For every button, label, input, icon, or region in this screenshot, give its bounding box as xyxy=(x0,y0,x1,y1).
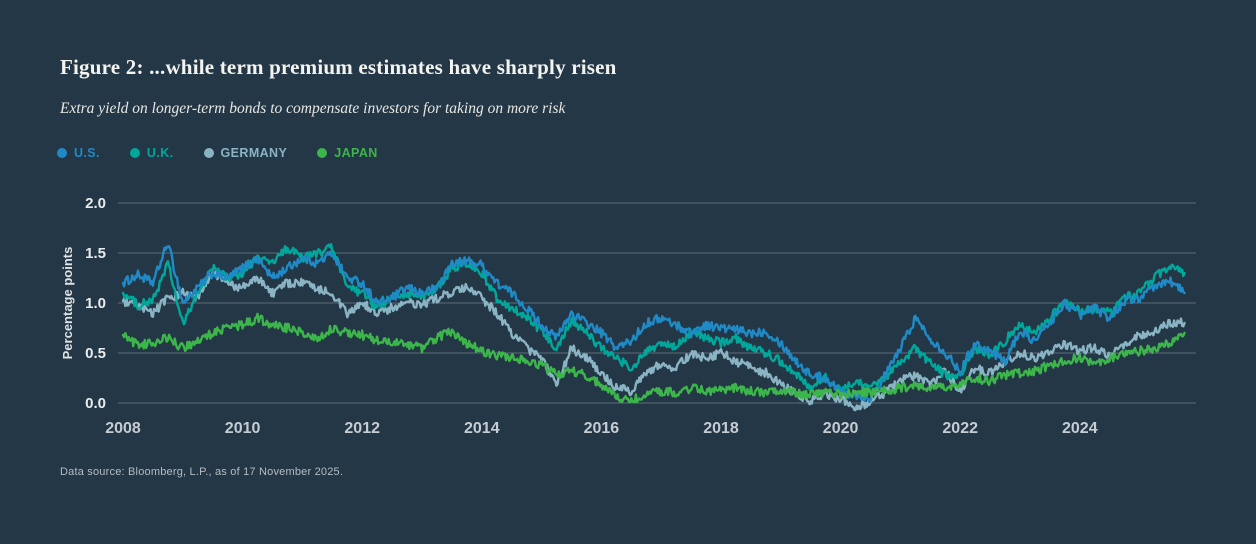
legend-dot-japan-icon xyxy=(317,148,328,158)
legend-label-uk: U.K. xyxy=(146,146,174,160)
data-source-note: Data source: Bloomberg, L.P., as of 17 N… xyxy=(60,466,344,478)
chart-legend: U.S. U.K. GERMANY JAPAN xyxy=(57,146,378,160)
y-tick-label: 0.0 xyxy=(85,395,106,412)
y-axis-title: Percentage points xyxy=(60,247,75,360)
legend-label-germany: GERMANY xyxy=(220,146,288,160)
figure-title: Figure 2: ...while term premium estimate… xyxy=(60,55,617,79)
legend-item-us: U.S. xyxy=(57,146,100,160)
x-tick-label-2014: 2014 xyxy=(464,420,500,437)
x-tick-label-2008: 2008 xyxy=(105,420,141,437)
legend-item-germany: GERMANY xyxy=(203,146,288,160)
legend-item-japan: JAPAN xyxy=(317,146,377,160)
legend-label-japan: JAPAN xyxy=(334,146,378,160)
legend-label-us: U.S. xyxy=(74,146,100,160)
y-tick-label: 1.5 xyxy=(85,245,106,262)
series-line-japan xyxy=(121,312,1186,404)
x-tick-label-2012: 2012 xyxy=(344,420,380,437)
legend-dot-germany-icon xyxy=(203,148,214,158)
x-tick-label-2020: 2020 xyxy=(823,420,859,437)
y-tick-label: 1.0 xyxy=(85,295,106,312)
x-tick-label-2018: 2018 xyxy=(703,420,739,437)
x-tick-label-2016: 2016 xyxy=(584,420,620,437)
x-tick-label-2022: 2022 xyxy=(942,420,978,437)
x-tick-label-2024: 2024 xyxy=(1062,420,1098,437)
figure-subtitle: Extra yield on longer-term bonds to comp… xyxy=(60,100,566,117)
legend-dot-us-icon xyxy=(57,148,67,158)
y-tick-label: 2.0 xyxy=(85,195,106,212)
y-tick-label: 0.5 xyxy=(85,345,106,362)
legend-dot-uk-icon xyxy=(129,148,140,158)
series-line-us xyxy=(121,245,1186,404)
legend-item-uk: U.K. xyxy=(129,146,174,160)
x-tick-label-2010: 2010 xyxy=(225,420,261,437)
series-line-uk xyxy=(121,243,1186,396)
